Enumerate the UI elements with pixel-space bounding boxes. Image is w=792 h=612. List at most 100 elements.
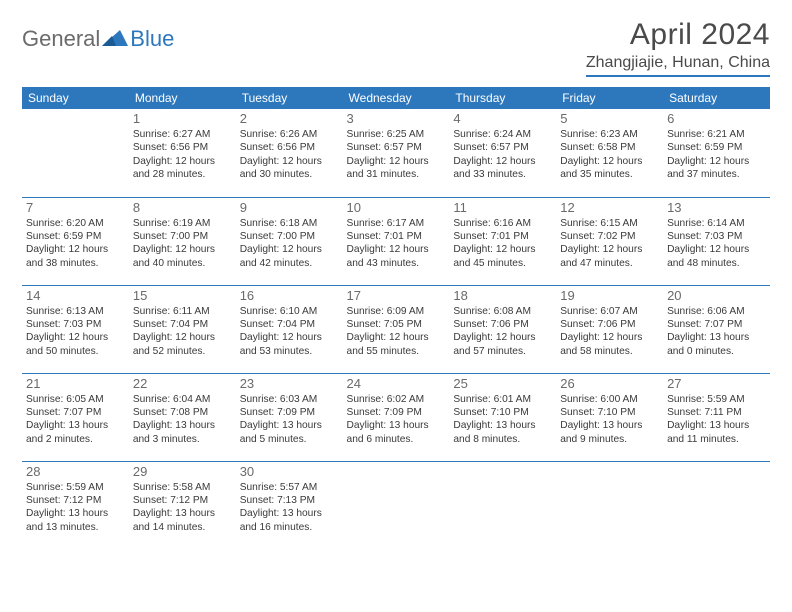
sunset-line: Sunset: 7:09 PM (240, 406, 339, 419)
day-number: 3 (347, 111, 446, 126)
sunrise-line: Sunrise: 6:10 AM (240, 305, 339, 318)
sunrise-line: Sunrise: 6:26 AM (240, 128, 339, 141)
sunrise-line: Sunrise: 5:57 AM (240, 481, 339, 494)
calendar-cell: 16Sunrise: 6:10 AMSunset: 7:04 PMDayligh… (236, 285, 343, 373)
sunset-line: Sunset: 7:02 PM (560, 230, 659, 243)
day-number: 28 (26, 464, 125, 479)
day-number: 15 (133, 288, 232, 303)
calendar-table: SundayMondayTuesdayWednesdayThursdayFrid… (22, 87, 770, 549)
daylight-line: Daylight: 12 hours and 52 minutes. (133, 331, 232, 358)
calendar-cell: 30Sunrise: 5:57 AMSunset: 7:13 PMDayligh… (236, 461, 343, 549)
sunrise-line: Sunrise: 6:11 AM (133, 305, 232, 318)
daylight-line: Daylight: 13 hours and 0 minutes. (667, 331, 766, 358)
daylight-line: Daylight: 12 hours and 38 minutes. (26, 243, 125, 270)
day-number: 11 (453, 200, 552, 215)
calendar-cell: 26Sunrise: 6:00 AMSunset: 7:10 PMDayligh… (556, 373, 663, 461)
calendar-cell: 25Sunrise: 6:01 AMSunset: 7:10 PMDayligh… (449, 373, 556, 461)
calendar-cell: 20Sunrise: 6:06 AMSunset: 7:07 PMDayligh… (663, 285, 770, 373)
logo-text-1: General (22, 26, 100, 52)
daylight-line: Daylight: 13 hours and 6 minutes. (347, 419, 446, 446)
daylight-line: Daylight: 13 hours and 9 minutes. (560, 419, 659, 446)
day-number: 13 (667, 200, 766, 215)
sunrise-line: Sunrise: 6:04 AM (133, 393, 232, 406)
sunrise-line: Sunrise: 6:06 AM (667, 305, 766, 318)
daylight-line: Daylight: 13 hours and 13 minutes. (26, 507, 125, 534)
sunset-line: Sunset: 7:12 PM (26, 494, 125, 507)
calendar-week-row: 1Sunrise: 6:27 AMSunset: 6:56 PMDaylight… (22, 109, 770, 197)
sunrise-line: Sunrise: 6:02 AM (347, 393, 446, 406)
sunrise-line: Sunrise: 6:08 AM (453, 305, 552, 318)
sunrise-line: Sunrise: 6:23 AM (560, 128, 659, 141)
daylight-line: Daylight: 13 hours and 3 minutes. (133, 419, 232, 446)
day-number: 23 (240, 376, 339, 391)
logo-triangle-icon (102, 28, 128, 51)
sunrise-line: Sunrise: 6:07 AM (560, 305, 659, 318)
daylight-line: Daylight: 12 hours and 40 minutes. (133, 243, 232, 270)
calendar-cell: 7Sunrise: 6:20 AMSunset: 6:59 PMDaylight… (22, 197, 129, 285)
daylight-line: Daylight: 13 hours and 16 minutes. (240, 507, 339, 534)
sunrise-line: Sunrise: 6:09 AM (347, 305, 446, 318)
daylight-line: Daylight: 12 hours and 48 minutes. (667, 243, 766, 270)
day-number: 22 (133, 376, 232, 391)
sunset-line: Sunset: 7:13 PM (240, 494, 339, 507)
sunset-line: Sunset: 7:11 PM (667, 406, 766, 419)
calendar-cell: 6Sunrise: 6:21 AMSunset: 6:59 PMDaylight… (663, 109, 770, 197)
calendar-cell: 18Sunrise: 6:08 AMSunset: 7:06 PMDayligh… (449, 285, 556, 373)
sunrise-line: Sunrise: 6:18 AM (240, 217, 339, 230)
calendar-cell: 14Sunrise: 6:13 AMSunset: 7:03 PMDayligh… (22, 285, 129, 373)
daylight-line: Daylight: 12 hours and 47 minutes. (560, 243, 659, 270)
day-number: 2 (240, 111, 339, 126)
sunset-line: Sunset: 6:56 PM (240, 141, 339, 154)
calendar-cell: 15Sunrise: 6:11 AMSunset: 7:04 PMDayligh… (129, 285, 236, 373)
calendar-cell: 29Sunrise: 5:58 AMSunset: 7:12 PMDayligh… (129, 461, 236, 549)
sunset-line: Sunset: 7:03 PM (26, 318, 125, 331)
sunrise-line: Sunrise: 6:16 AM (453, 217, 552, 230)
calendar-week-row: 28Sunrise: 5:59 AMSunset: 7:12 PMDayligh… (22, 461, 770, 549)
daylight-line: Daylight: 12 hours and 57 minutes. (453, 331, 552, 358)
calendar-cell: 21Sunrise: 6:05 AMSunset: 7:07 PMDayligh… (22, 373, 129, 461)
day-number: 29 (133, 464, 232, 479)
calendar-cell: 5Sunrise: 6:23 AMSunset: 6:58 PMDaylight… (556, 109, 663, 197)
day-number: 8 (133, 200, 232, 215)
daylight-line: Daylight: 12 hours and 58 minutes. (560, 331, 659, 358)
sunset-line: Sunset: 7:06 PM (560, 318, 659, 331)
sunrise-line: Sunrise: 6:25 AM (347, 128, 446, 141)
calendar-cell: 1Sunrise: 6:27 AMSunset: 6:56 PMDaylight… (129, 109, 236, 197)
sunset-line: Sunset: 7:01 PM (347, 230, 446, 243)
calendar-week-row: 14Sunrise: 6:13 AMSunset: 7:03 PMDayligh… (22, 285, 770, 373)
daylight-line: Daylight: 12 hours and 43 minutes. (347, 243, 446, 270)
calendar-header-row: SundayMondayTuesdayWednesdayThursdayFrid… (22, 87, 770, 109)
calendar-cell: 3Sunrise: 6:25 AMSunset: 6:57 PMDaylight… (343, 109, 450, 197)
calendar-cell (22, 109, 129, 197)
weekday-header: Thursday (449, 87, 556, 109)
weekday-header: Sunday (22, 87, 129, 109)
sunset-line: Sunset: 7:07 PM (26, 406, 125, 419)
weekday-header: Saturday (663, 87, 770, 109)
location-subtitle: Zhangjiajie, Hunan, China (586, 54, 770, 77)
daylight-line: Daylight: 12 hours and 30 minutes. (240, 155, 339, 182)
sunrise-line: Sunrise: 6:24 AM (453, 128, 552, 141)
daylight-line: Daylight: 13 hours and 11 minutes. (667, 419, 766, 446)
daylight-line: Daylight: 12 hours and 28 minutes. (133, 155, 232, 182)
logo-text-2: Blue (130, 26, 174, 52)
daylight-line: Daylight: 13 hours and 8 minutes. (453, 419, 552, 446)
daylight-line: Daylight: 12 hours and 45 minutes. (453, 243, 552, 270)
calendar-cell (449, 461, 556, 549)
day-number: 25 (453, 376, 552, 391)
daylight-line: Daylight: 12 hours and 35 minutes. (560, 155, 659, 182)
daylight-line: Daylight: 12 hours and 31 minutes. (347, 155, 446, 182)
weekday-header: Monday (129, 87, 236, 109)
daylight-line: Daylight: 12 hours and 50 minutes. (26, 331, 125, 358)
sunset-line: Sunset: 7:01 PM (453, 230, 552, 243)
sunrise-line: Sunrise: 6:01 AM (453, 393, 552, 406)
calendar-week-row: 7Sunrise: 6:20 AMSunset: 6:59 PMDaylight… (22, 197, 770, 285)
daylight-line: Daylight: 12 hours and 42 minutes. (240, 243, 339, 270)
sunset-line: Sunset: 6:59 PM (26, 230, 125, 243)
sunset-line: Sunset: 7:10 PM (560, 406, 659, 419)
sunrise-line: Sunrise: 6:15 AM (560, 217, 659, 230)
calendar-cell: 4Sunrise: 6:24 AMSunset: 6:57 PMDaylight… (449, 109, 556, 197)
day-number: 26 (560, 376, 659, 391)
calendar-cell: 2 Sunrise: 6:26 AMSunset: 6:56 PMDaylight… (236, 109, 343, 197)
sunset-line: Sunset: 7:03 PM (667, 230, 766, 243)
calendar-cell: 24Sunrise: 6:02 AMSunset: 7:09 PMDayligh… (343, 373, 450, 461)
